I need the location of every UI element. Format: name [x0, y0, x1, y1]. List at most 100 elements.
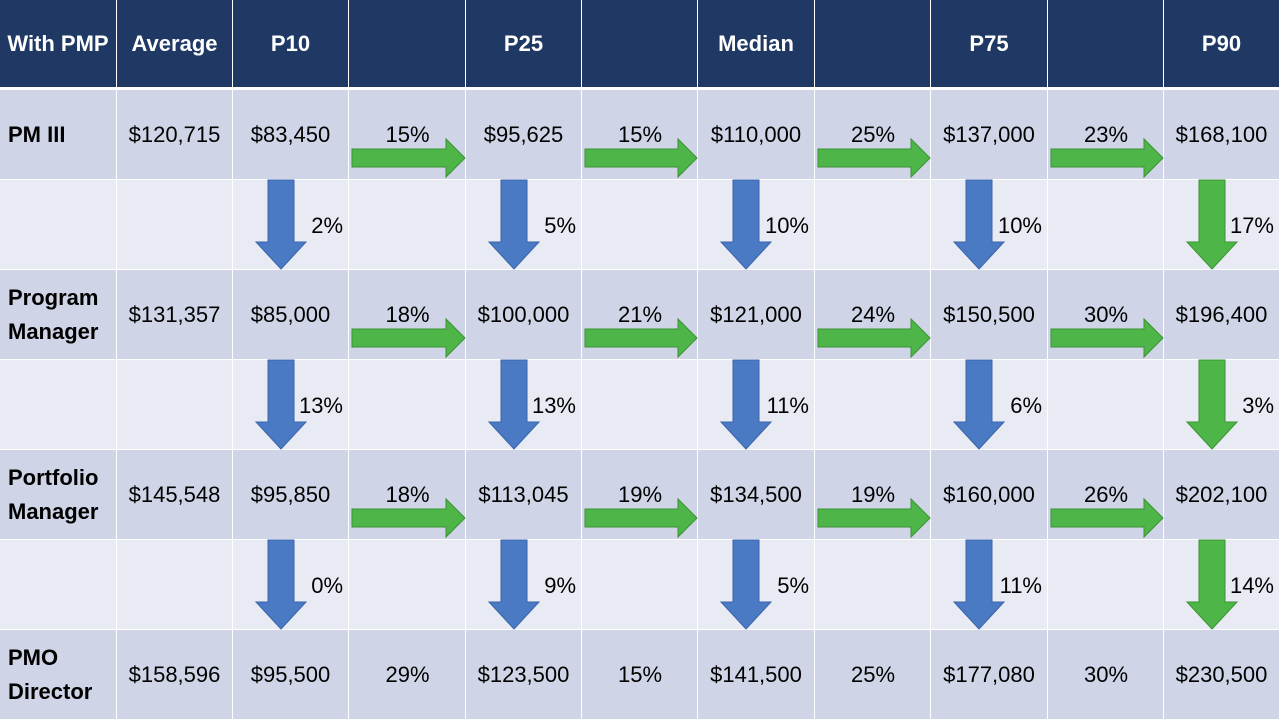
spacer-cell — [582, 540, 698, 630]
salary-value: $177,080 — [931, 630, 1048, 720]
step-percent: 30% — [1083, 302, 1129, 327]
salary-value: $113,045 — [466, 450, 582, 540]
role-label: Portfolio Manager — [0, 450, 117, 540]
promotion-percent: 10% — [764, 213, 809, 238]
right-arrow-icon — [584, 137, 698, 179]
down-arrow-shape — [487, 179, 541, 270]
spacer-cell — [1048, 540, 1164, 630]
salary-value: $230,500 — [1164, 630, 1280, 720]
down-arrow-icon — [487, 359, 541, 450]
down-arrow-shape — [952, 539, 1006, 630]
step-percent: 15% — [385, 122, 430, 147]
average-value: $120,715 — [117, 90, 233, 180]
down-arrow-shape — [952, 179, 1006, 270]
salary-value: $95,500 — [233, 630, 349, 720]
salary-value: $134,500 — [698, 450, 815, 540]
promotion-percent: 2% — [311, 213, 343, 238]
promotion-percent: 6% — [1010, 393, 1042, 418]
right-arrow-shape — [1050, 317, 1164, 359]
salary-value: $137,000 — [931, 90, 1048, 180]
spacer-cell — [117, 360, 233, 450]
promotion-percent: 0% — [311, 573, 343, 598]
right-arrow-shape — [351, 137, 466, 179]
step-percent: 26% — [1083, 482, 1129, 507]
down-arrow-shape — [1185, 179, 1239, 270]
right-arrow-icon — [351, 137, 466, 179]
promotion-percent: 5% — [777, 573, 809, 598]
right-arrow-shape — [584, 137, 698, 179]
down-arrow-icon — [952, 179, 1006, 270]
promotion-percent: 11% — [766, 393, 809, 418]
down-arrow-shape — [1185, 359, 1239, 450]
spacer-cell — [349, 180, 466, 270]
right-arrow-shape — [817, 137, 931, 179]
spacer-cell — [349, 540, 466, 630]
average-value: $158,596 — [117, 630, 233, 720]
promotion-percent: 14% — [1229, 573, 1274, 598]
salary-value: $123,500 — [466, 630, 582, 720]
salary-value: $160,000 — [931, 450, 1048, 540]
step-percent: 25% — [850, 662, 896, 687]
header-cell — [1048, 0, 1164, 90]
down-arrow-shape — [254, 359, 308, 450]
down-arrow-icon — [1185, 539, 1239, 630]
right-arrow-shape — [351, 317, 466, 359]
right-arrow-icon — [584, 497, 698, 539]
spacer-cell — [349, 360, 466, 450]
step-percent: 23% — [1083, 122, 1129, 147]
salary-value: $85,000 — [233, 270, 349, 360]
salary-value: $95,850 — [233, 450, 349, 540]
right-arrow-icon — [817, 497, 931, 539]
salary-value: $168,100 — [1164, 90, 1280, 180]
right-arrow-shape — [584, 317, 698, 359]
down-arrow-shape — [487, 539, 541, 630]
salary-value: $150,500 — [931, 270, 1048, 360]
step-percent: 29% — [385, 662, 430, 687]
header-cell — [582, 0, 698, 90]
header-cell: Average — [117, 0, 233, 90]
down-arrow-icon — [719, 179, 773, 270]
right-arrow-shape — [351, 497, 466, 539]
average-value: $145,548 — [117, 450, 233, 540]
step-percent: 19% — [617, 482, 663, 507]
role-label: PMO Director — [0, 630, 117, 720]
down-arrow-shape — [719, 359, 773, 450]
down-arrow-icon — [1185, 179, 1239, 270]
salary-value: $95,625 — [466, 90, 582, 180]
header-cell: P25 — [466, 0, 582, 90]
role-label: PM III — [0, 90, 117, 180]
down-arrow-shape — [254, 539, 308, 630]
spacer-cell — [815, 180, 931, 270]
down-arrow-icon — [254, 539, 308, 630]
down-arrow-icon — [487, 179, 541, 270]
right-arrow-icon — [1050, 317, 1164, 359]
right-arrow-icon — [1050, 497, 1164, 539]
salary-value: $141,500 — [698, 630, 815, 720]
down-arrow-icon — [719, 359, 773, 450]
spacer-cell — [0, 360, 117, 450]
step-percent: 15% — [617, 662, 663, 687]
step-percent: 19% — [850, 482, 896, 507]
step-percent: 18% — [385, 482, 430, 507]
down-arrow-shape — [952, 359, 1006, 450]
promotion-percent: 13% — [531, 393, 576, 418]
salary-value: $196,400 — [1164, 270, 1280, 360]
header-cell: P90 — [1164, 0, 1280, 90]
average-value: $131,357 — [117, 270, 233, 360]
header-cell: With PMP — [0, 0, 117, 90]
header-cell: P10 — [233, 0, 349, 90]
spacer-cell — [1048, 360, 1164, 450]
down-arrow-icon — [487, 539, 541, 630]
step-cell — [349, 630, 466, 720]
promotion-percent: 17% — [1229, 213, 1274, 238]
spacer-cell — [117, 540, 233, 630]
down-arrow-shape — [254, 179, 308, 270]
spacer-cell — [582, 180, 698, 270]
step-percent: 24% — [850, 302, 896, 327]
down-arrow-icon — [1185, 359, 1239, 450]
right-arrow-icon — [817, 137, 931, 179]
promotion-percent: 11% — [999, 573, 1042, 598]
down-arrow-shape — [719, 539, 773, 630]
promotion-percent: 13% — [298, 393, 343, 418]
